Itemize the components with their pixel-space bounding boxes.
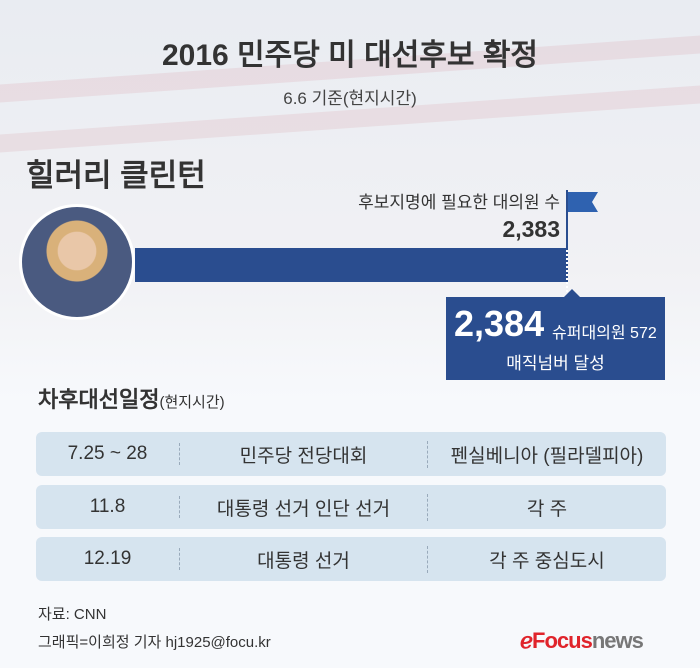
place: 각 주 중심도시	[489, 550, 605, 572]
needed-value: 2,383	[502, 216, 560, 242]
magic-number: 매직넘버 달성	[506, 354, 605, 373]
date: 7.25 ~ 28	[36, 443, 180, 465]
credit: 그래픽=이희정 기자 hj1925@focu.kr	[38, 634, 271, 651]
superdelegates: 슈퍼대의원 572	[552, 325, 657, 342]
achieved-value: 2,384	[454, 303, 545, 344]
logo-focus: Focus	[532, 628, 593, 653]
needed-label: 후보지명에 필요한 대의원 수	[358, 193, 560, 212]
subtitle: 6.6 기준(현지시간)	[283, 89, 417, 108]
flag-icon	[568, 192, 598, 212]
source: 자료: CNN	[38, 606, 107, 623]
table-row: 11.8 대통령 선거 인단 선거 각 주	[36, 485, 666, 529]
place: 각 주	[526, 498, 568, 520]
result-callout: 2,384 슈퍼대의원 572 매직넘버 달성	[446, 289, 665, 380]
candidate-name: 힐러리 클린턴	[26, 158, 206, 193]
place: 펜실베니아 (필라델피아)	[450, 445, 644, 467]
logo-news: news	[591, 628, 644, 653]
table-row: 7.25 ~ 28 민주당 전당대회 펜실베니아 (필라델피아)	[36, 432, 666, 476]
event: 대통령 선거	[180, 545, 428, 573]
page-title: 2016 민주당 미 대선후보 확정	[161, 39, 539, 72]
date: 11.8	[36, 496, 180, 518]
table-row: 12.19 대통령 선거 각 주 중심도시	[36, 537, 666, 581]
candidate-photo	[19, 204, 135, 320]
date: 12.19	[36, 548, 180, 570]
event: 대통령 선거 인단 선거	[180, 493, 428, 521]
schedule-title: 차후대선일정(현지시간)	[38, 382, 225, 414]
schedule-title-note: (현지시간)	[159, 394, 225, 411]
event: 민주당 전당대회	[180, 440, 428, 468]
delegate-bar	[135, 248, 568, 282]
flag-pole	[566, 190, 568, 248]
focusnews-logo: ℯFocusnews	[520, 628, 644, 653]
threshold-line	[566, 250, 568, 292]
schedule-title-text: 차후대선일정	[38, 387, 160, 412]
